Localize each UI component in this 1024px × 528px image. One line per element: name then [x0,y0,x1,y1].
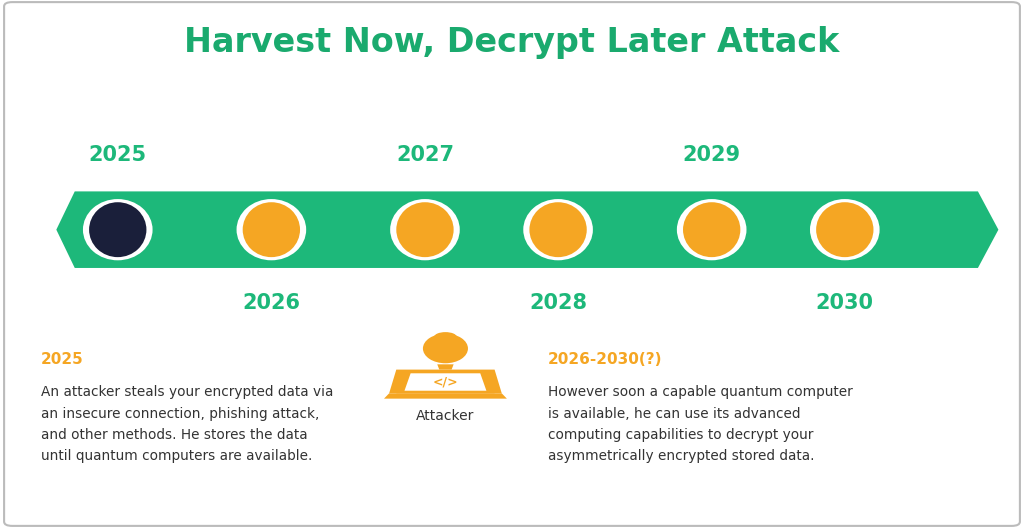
Text: 2028: 2028 [529,294,587,313]
Text: An attacker steals your encrypted data via
an insecure connection, phishing atta: An attacker steals your encrypted data v… [41,385,334,463]
Ellipse shape [810,199,880,260]
Ellipse shape [523,199,593,260]
Text: </>: </> [432,376,459,389]
Text: 2030: 2030 [816,294,873,313]
Polygon shape [389,370,502,393]
Text: Harvest Now, Decrypt Later Attack: Harvest Now, Decrypt Later Attack [184,26,840,59]
Text: 2027: 2027 [396,145,454,165]
Ellipse shape [683,202,740,257]
Ellipse shape [83,199,153,260]
Ellipse shape [396,202,454,257]
Text: However soon a capable quantum computer
is available, he can use its advanced
co: However soon a capable quantum computer … [548,385,853,463]
Ellipse shape [390,199,460,260]
Polygon shape [404,373,486,391]
Ellipse shape [423,334,468,363]
Ellipse shape [529,202,587,257]
Ellipse shape [243,202,300,257]
Text: 2026: 2026 [243,294,300,313]
Text: 2029: 2029 [683,145,740,165]
Ellipse shape [677,199,746,260]
Ellipse shape [89,202,146,257]
Text: 2025: 2025 [41,352,84,367]
Polygon shape [437,364,454,370]
Polygon shape [396,378,495,393]
Text: Attacker: Attacker [416,409,475,423]
Text: 2025: 2025 [89,145,146,165]
FancyBboxPatch shape [4,2,1020,526]
Text: 2026-2030(?): 2026-2030(?) [548,352,663,367]
Ellipse shape [237,199,306,260]
Ellipse shape [816,202,873,257]
Polygon shape [384,393,507,399]
Polygon shape [56,192,998,268]
Ellipse shape [434,332,457,342]
